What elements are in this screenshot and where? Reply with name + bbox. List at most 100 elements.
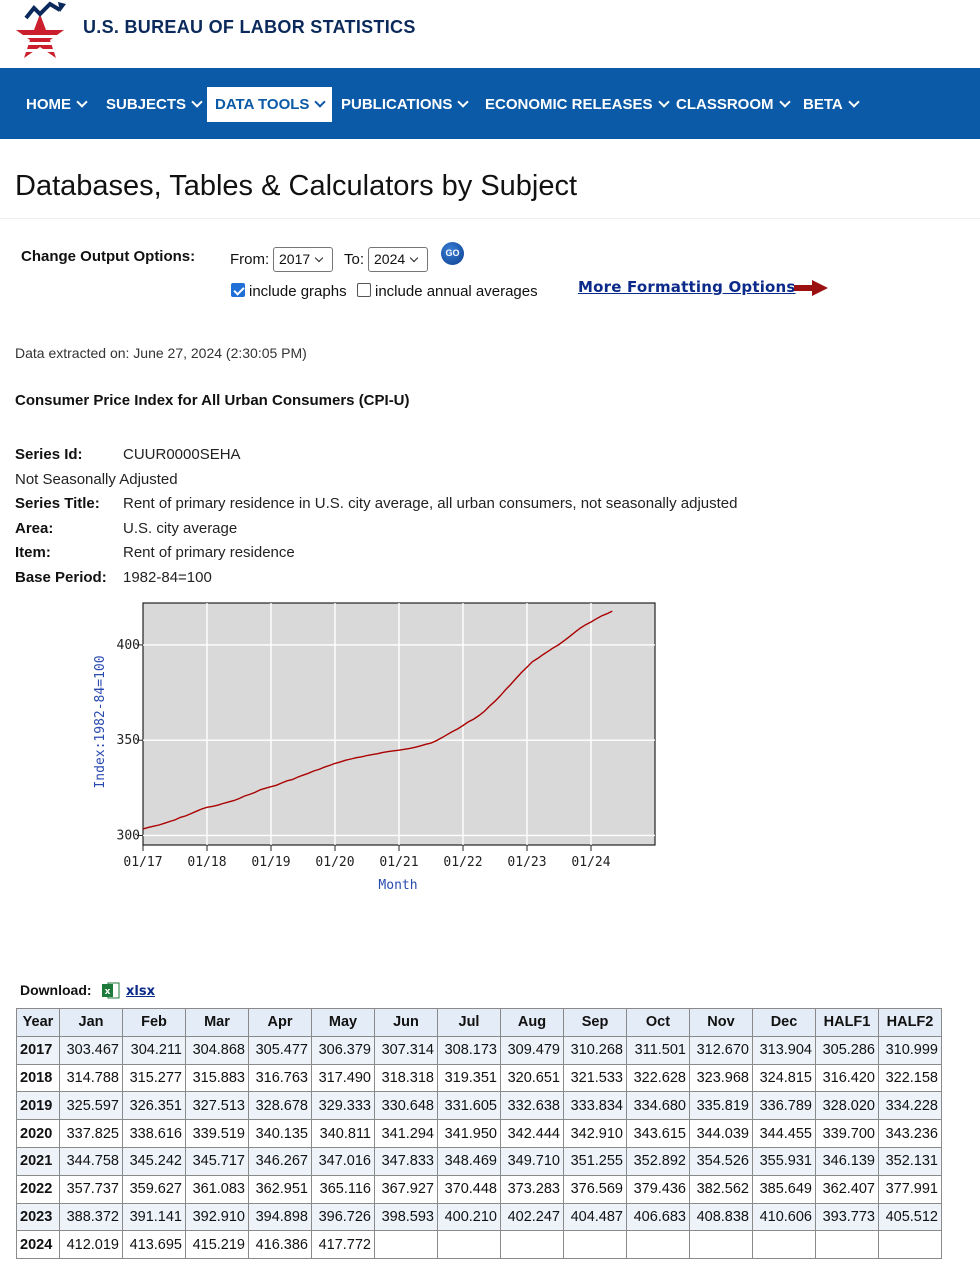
value-cell: 337.825 xyxy=(59,1119,123,1148)
nav-item-subjects[interactable]: SUBJECTS xyxy=(98,87,209,122)
value-cell: 329.333 xyxy=(311,1091,375,1121)
value-cell: 342.910 xyxy=(563,1119,627,1148)
nav-item-beta[interactable]: BETA xyxy=(795,87,866,122)
value-cell: 349.710 xyxy=(500,1146,564,1176)
value-cell: 316.763 xyxy=(248,1063,312,1093)
value-cell: 394.898 xyxy=(248,1202,312,1232)
nav-item-label: BETA xyxy=(803,96,843,113)
value-cell: 416.386 xyxy=(248,1230,312,1260)
value-cell: 339.700 xyxy=(815,1119,879,1148)
from-year-select[interactable]: 2017 xyxy=(273,247,333,272)
value-cell: 305.477 xyxy=(248,1035,312,1065)
value-cell: 313.904 xyxy=(752,1035,816,1065)
value-cell xyxy=(689,1230,753,1260)
value-cell: 319.351 xyxy=(437,1063,501,1093)
year-cell: 2019 xyxy=(16,1091,60,1121)
excel-icon[interactable]: x xyxy=(102,982,120,999)
from-label: From: xyxy=(230,251,270,268)
x-tick-label: 01/22 xyxy=(443,855,482,870)
nav-item-economic-releases[interactable]: ECONOMIC RELEASES xyxy=(477,87,676,122)
value-cell: 400.210 xyxy=(437,1202,501,1232)
value-cell: 327.513 xyxy=(185,1091,249,1121)
value-cell: 357.737 xyxy=(59,1174,123,1204)
value-cell: 398.593 xyxy=(374,1202,438,1232)
value-cell: 345.242 xyxy=(122,1146,186,1176)
value-cell: 316.420 xyxy=(815,1063,879,1093)
value-cell: 342.444 xyxy=(500,1119,564,1148)
axis-ticks: 01/17 01/18 01/19 01/20 01/21 01/22 01/23 01/24… xyxy=(117,638,611,870)
series-title-value: Rent of primary residence in U.S. city a… xyxy=(123,495,738,512)
table-row: 2024 412.019 413.695 415.219 416.386 417.772 xyxy=(16,1230,942,1260)
x-tick-label: 01/20 xyxy=(315,855,354,870)
value-cell: 315.883 xyxy=(185,1063,249,1093)
to-label: To: xyxy=(344,251,365,268)
y-tick-label: 300 xyxy=(117,828,140,843)
value-cell: 318.318 xyxy=(374,1063,438,1093)
site-brand[interactable]: U.S. BUREAU OF LABOR STATISTICS xyxy=(83,17,416,37)
value-cell xyxy=(815,1230,879,1260)
to-year-select[interactable]: 2024 xyxy=(368,247,428,272)
value-cell: 343.236 xyxy=(878,1119,942,1148)
arrow-right-icon[interactable] xyxy=(794,280,828,296)
value-cell: 415.219 xyxy=(185,1230,249,1260)
column-header: Nov xyxy=(689,1008,753,1037)
value-cell: 328.678 xyxy=(248,1091,312,1121)
value-cell: 382.562 xyxy=(689,1174,753,1204)
value-cell xyxy=(500,1230,564,1260)
value-cell: 334.228 xyxy=(878,1091,942,1121)
item-value: Rent of primary residence xyxy=(123,544,295,561)
nav-item-classroom[interactable]: CLASSROOM xyxy=(668,87,797,122)
nav-item-publications[interactable]: PUBLICATIONS xyxy=(333,87,475,122)
year-cell: 2018 xyxy=(16,1063,60,1093)
nav-item-label: DATA TOOLS xyxy=(215,96,310,113)
bls-logo-icon[interactable] xyxy=(10,0,70,62)
value-cell: 388.372 xyxy=(59,1202,123,1232)
value-cell: 338.616 xyxy=(122,1119,186,1148)
more-formatting-options-link[interactable]: More Formatting Options xyxy=(578,278,796,296)
include-graphs-label[interactable]: include graphs xyxy=(249,283,347,300)
go-button[interactable]: GO xyxy=(441,242,464,265)
grid-lines xyxy=(143,603,655,845)
value-cell: 406.683 xyxy=(626,1202,690,1232)
include-annual-averages-checkbox[interactable] xyxy=(357,283,371,297)
include-annual-averages-label[interactable]: include annual averages xyxy=(375,283,538,300)
title-divider xyxy=(0,218,980,219)
value-cell: 385.649 xyxy=(752,1174,816,1204)
value-cell: 321.533 xyxy=(563,1063,627,1093)
value-cell: 346.267 xyxy=(248,1146,312,1176)
value-cell: 344.758 xyxy=(59,1146,123,1176)
value-cell: 324.815 xyxy=(752,1063,816,1093)
download-xlsx-link[interactable]: xlsx xyxy=(126,984,155,999)
value-cell: 362.951 xyxy=(248,1174,312,1204)
column-header: Mar xyxy=(185,1008,249,1037)
value-cell: 308.173 xyxy=(437,1035,501,1065)
table-header-row: Year Jan Feb Mar Apr May Jun Jul Aug Sep Oct Nov Dec… xyxy=(16,1008,942,1037)
value-cell xyxy=(437,1230,501,1260)
value-cell: 404.487 xyxy=(563,1202,627,1232)
site-header: U.S. BUREAU OF LABOR STATISTICS xyxy=(0,0,980,68)
value-cell: 355.931 xyxy=(752,1146,816,1176)
column-header: Jan xyxy=(59,1008,123,1037)
nav-item-label: CLASSROOM xyxy=(676,96,774,113)
svg-text:x: x xyxy=(105,987,111,997)
survey-title: Consumer Price Index for All Urban Consu… xyxy=(15,392,410,409)
series-id-label: Series Id: xyxy=(15,446,83,463)
value-cell: 334.680 xyxy=(626,1091,690,1121)
area-value: U.S. city average xyxy=(123,520,238,537)
cpi-line-chart: 01/17 01/18 01/19 01/20 01/21 01/22 01/23 01/24… xyxy=(93,602,656,893)
value-cell xyxy=(878,1230,942,1260)
value-cell: 306.379 xyxy=(311,1035,375,1065)
value-cell: 310.999 xyxy=(878,1035,942,1065)
nav-item-home[interactable]: HOME xyxy=(18,87,94,122)
chevron-down-icon xyxy=(314,96,327,108)
y-tick-label: 350 xyxy=(117,733,140,748)
base-period-label: Base Period: xyxy=(15,569,107,586)
value-cell: 320.651 xyxy=(500,1063,564,1093)
value-cell: 317.490 xyxy=(311,1063,375,1093)
x-tick-label: 01/23 xyxy=(507,855,546,870)
x-tick-label: 01/19 xyxy=(251,855,290,870)
nav-item-data-tools[interactable]: DATA TOOLS xyxy=(207,87,333,122)
include-graphs-checkbox[interactable] xyxy=(231,283,245,297)
to-year-value: 2024 xyxy=(374,251,406,267)
value-cell: 336.789 xyxy=(752,1091,816,1121)
